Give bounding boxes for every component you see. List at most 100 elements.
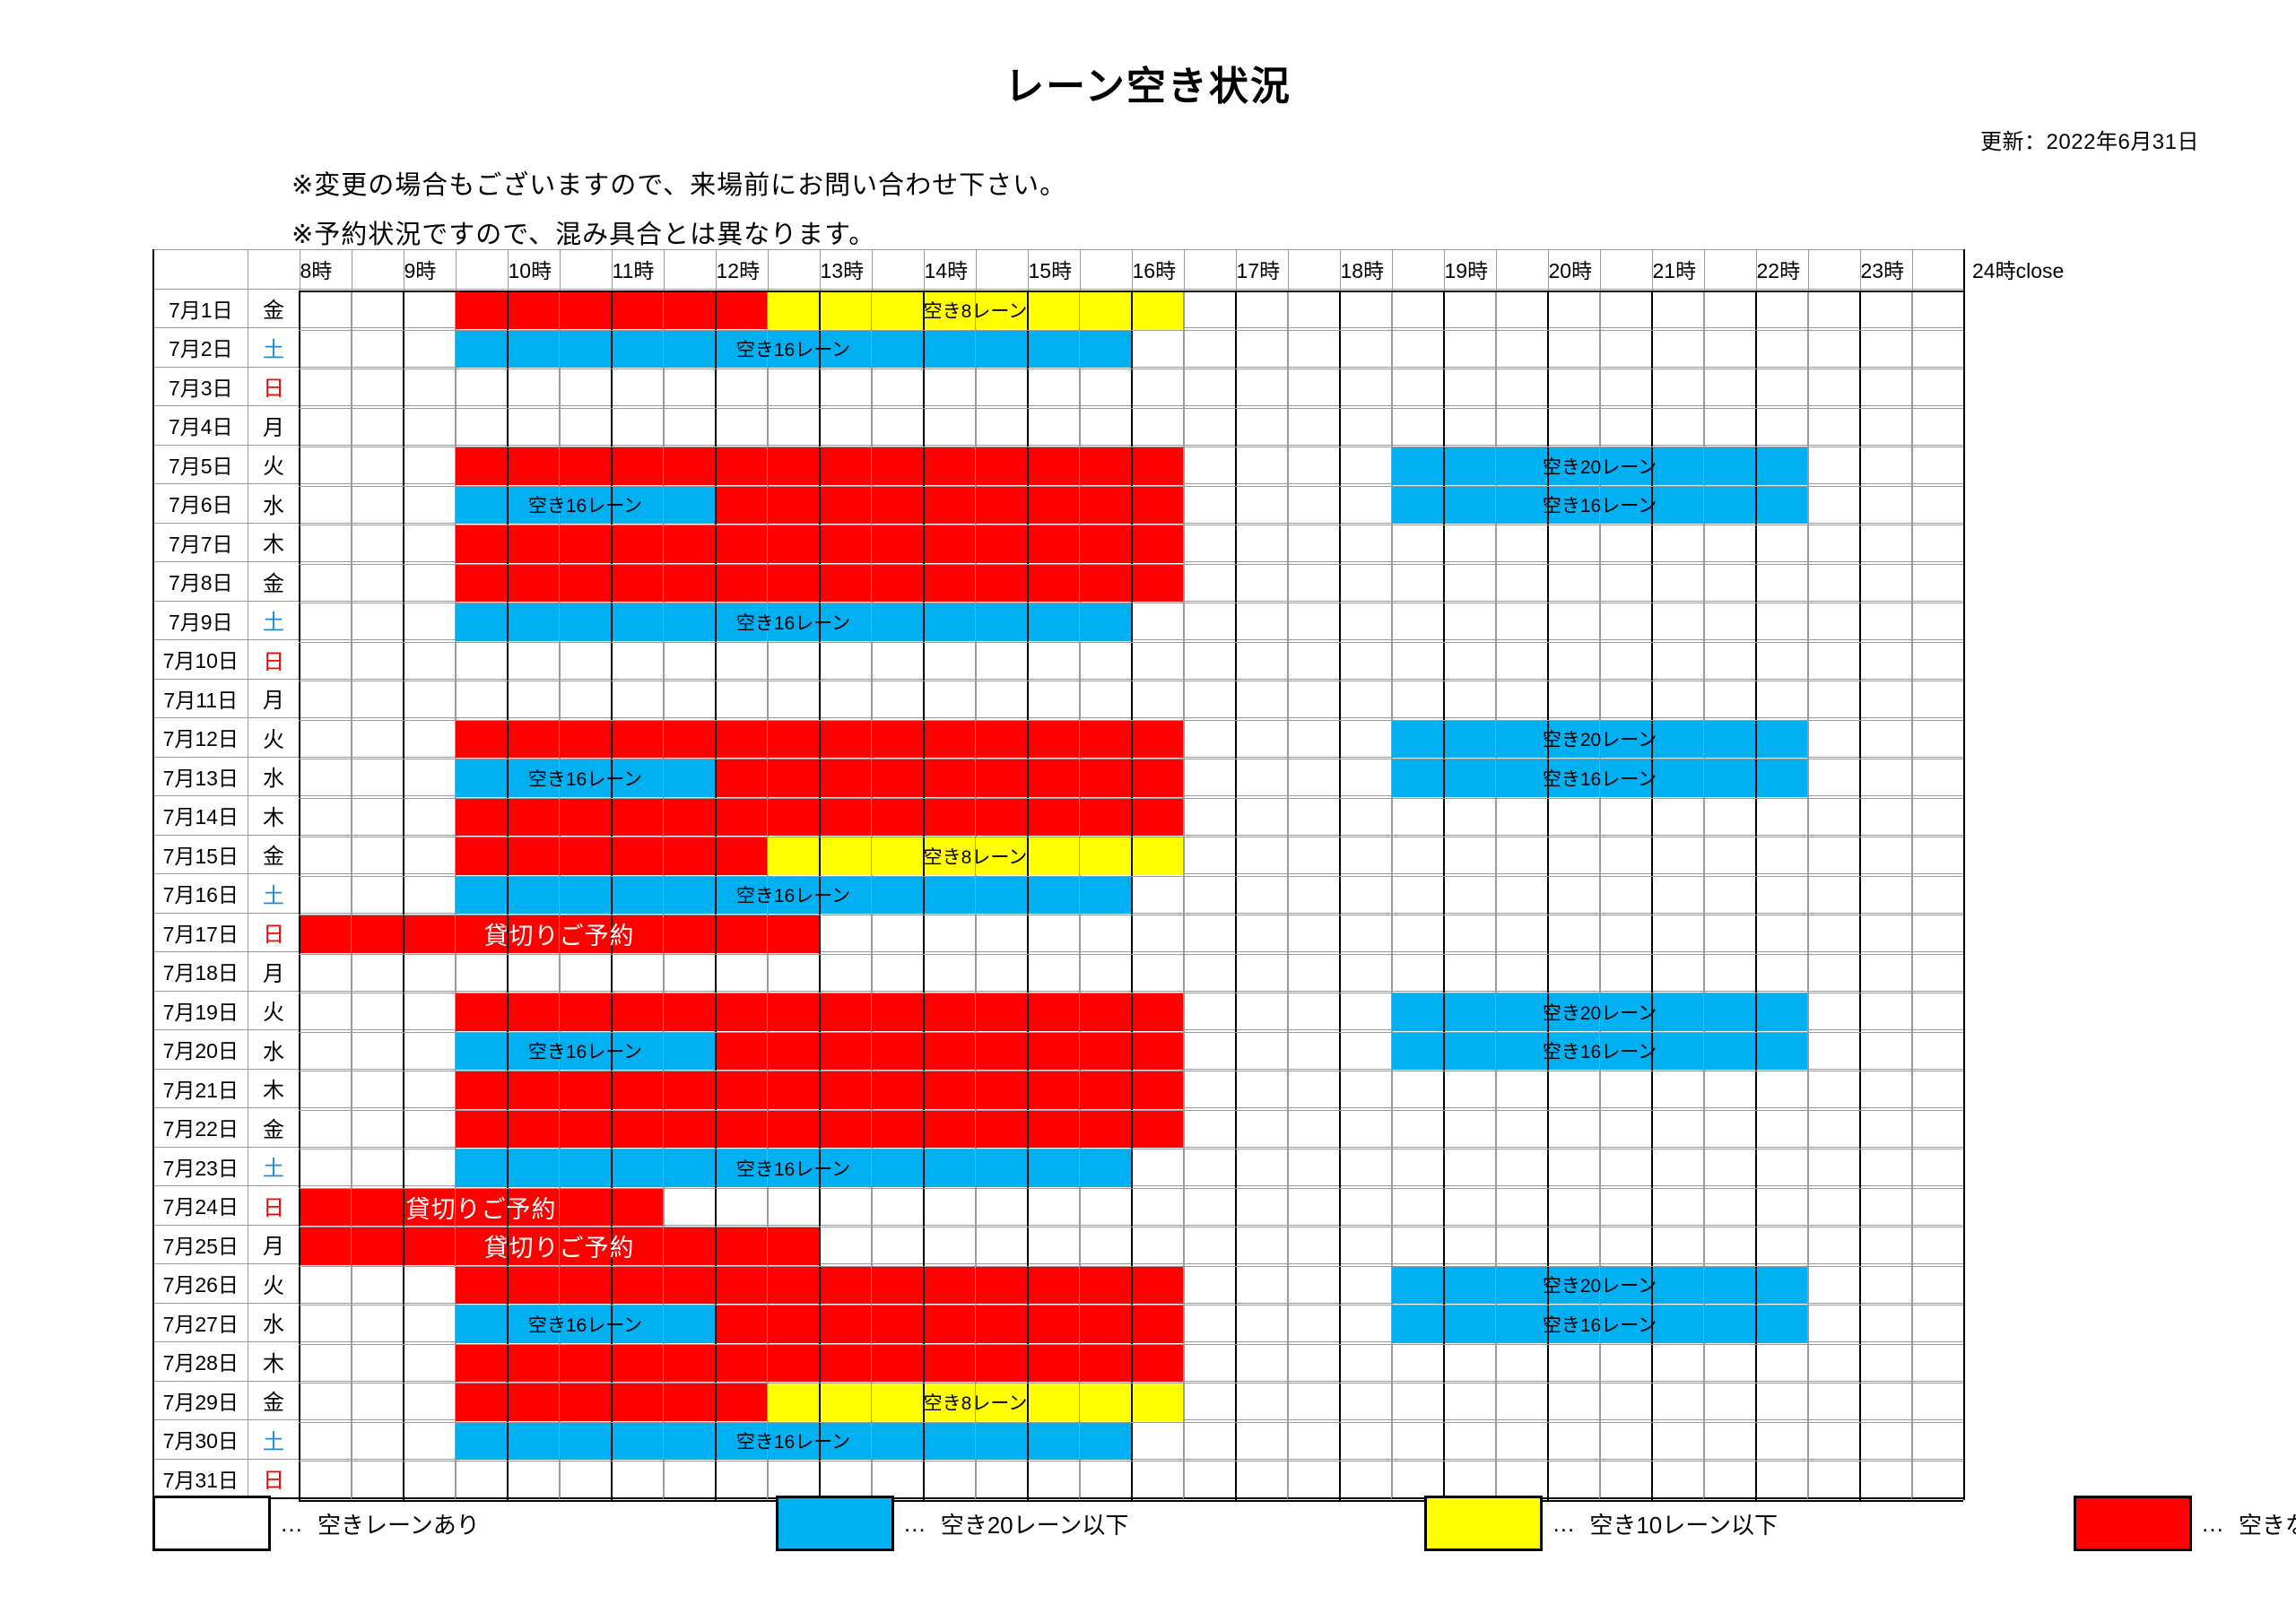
slot-cell[interactable] [871,873,925,914]
slot-cell[interactable] [1599,795,1653,836]
slot-cell[interactable] [923,1107,977,1148]
slot-cell[interactable] [1599,600,1653,640]
slot-cell[interactable] [975,1107,1029,1148]
slot-cell[interactable] [871,1107,925,1148]
slot-cell[interactable] [1703,990,1757,1030]
slot-cell[interactable] [299,366,352,406]
slot-cell[interactable] [1027,1068,1081,1108]
slot-cell[interactable] [715,1224,769,1264]
slot-cell[interactable] [1443,912,1497,952]
slot-cell[interactable] [1547,639,1601,680]
slot-cell[interactable] [559,678,613,718]
slot-cell[interactable] [1547,1146,1601,1186]
slot-cell[interactable] [1599,1380,1653,1420]
slot-cell[interactable] [819,1107,873,1148]
slot-cell[interactable] [1755,1302,1809,1342]
slot-cell[interactable] [1911,1146,1965,1186]
slot-cell[interactable] [559,912,613,952]
slot-cell[interactable] [819,600,873,640]
slot-cell[interactable] [1807,951,1861,992]
slot-cell[interactable] [403,717,457,758]
slot-cell[interactable] [1079,405,1133,446]
slot-cell[interactable] [1911,1029,1965,1070]
slot-cell[interactable] [1859,1341,1913,1382]
slot-cell[interactable] [1287,1146,1341,1186]
slot-cell[interactable] [1547,405,1601,446]
slot-cell[interactable] [1391,1185,1445,1226]
slot-cell[interactable] [1911,756,1965,796]
slot-cell[interactable] [767,600,821,640]
slot-cell[interactable] [1599,1146,1653,1186]
slot-cell[interactable] [403,1419,457,1460]
slot-cell[interactable] [1651,756,1705,796]
slot-cell[interactable] [1235,951,1289,992]
slot-cell[interactable] [1807,405,1861,446]
slot-cell[interactable] [975,912,1029,952]
slot-cell[interactable] [663,444,717,484]
slot-cell[interactable] [819,366,873,406]
slot-cell[interactable] [507,795,561,836]
slot-cell[interactable] [1235,834,1289,874]
slot-cell[interactable] [1807,873,1861,914]
slot-cell[interactable] [611,990,665,1030]
slot-cell[interactable] [403,873,457,914]
slot-cell[interactable] [923,951,977,992]
slot-cell[interactable] [1339,1029,1393,1070]
slot-cell[interactable] [1183,1380,1237,1420]
slot-cell[interactable] [1443,327,1497,368]
slot-cell[interactable] [455,756,509,796]
slot-cell[interactable] [871,639,925,680]
slot-cell[interactable] [1287,834,1341,874]
slot-cell[interactable] [1807,1107,1861,1148]
slot-cell[interactable] [1235,483,1289,524]
slot-cell[interactable] [1599,717,1653,758]
slot-cell[interactable] [1287,912,1341,952]
slot-cell[interactable] [1755,1263,1809,1304]
slot-cell[interactable] [871,1341,925,1382]
slot-cell[interactable] [403,444,457,484]
slot-cell[interactable] [1391,327,1445,368]
slot-cell[interactable] [611,1068,665,1108]
slot-cell[interactable] [871,1302,925,1342]
slot-cell[interactable] [871,288,925,328]
slot-cell[interactable] [1755,1107,1809,1148]
slot-cell[interactable] [1807,639,1861,680]
slot-cell[interactable] [1391,873,1445,914]
slot-cell[interactable] [767,1380,821,1420]
slot-cell[interactable] [871,1380,925,1420]
slot-cell[interactable] [1235,327,1289,368]
slot-cell[interactable] [1131,327,1185,368]
slot-cell[interactable] [1599,327,1653,368]
slot-cell[interactable] [1495,678,1549,718]
slot-cell[interactable] [1911,444,1965,484]
slot-cell[interactable] [715,483,769,524]
slot-cell[interactable] [1703,795,1757,836]
slot-cell[interactable] [1287,366,1341,406]
slot-cell[interactable] [611,600,665,640]
slot-cell[interactable] [1131,1185,1185,1226]
slot-cell[interactable] [351,1146,404,1186]
slot-cell[interactable] [559,1341,613,1382]
slot-cell[interactable] [455,1029,509,1070]
slot-cell[interactable] [1599,1224,1653,1264]
slot-cell[interactable] [455,1224,509,1264]
slot-cell[interactable] [1443,1029,1497,1070]
slot-cell[interactable] [1079,990,1133,1030]
slot-cell[interactable] [1235,912,1289,952]
slot-cell[interactable] [1755,639,1809,680]
slot-cell[interactable] [923,717,977,758]
slot-cell[interactable] [1235,639,1289,680]
slot-cell[interactable] [1443,483,1497,524]
slot-cell[interactable] [1599,1341,1653,1382]
slot-cell[interactable] [611,1302,665,1342]
slot-cell[interactable] [715,1341,769,1382]
slot-cell[interactable] [663,795,717,836]
slot-cell[interactable] [1131,405,1185,446]
slot-cell[interactable] [1131,1263,1185,1304]
slot-cell[interactable] [1755,444,1809,484]
slot-cell[interactable] [1183,1146,1237,1186]
slot-cell[interactable] [1547,1107,1601,1148]
slot-cell[interactable] [1391,1419,1445,1460]
slot-cell[interactable] [819,444,873,484]
slot-cell[interactable] [1599,561,1653,602]
